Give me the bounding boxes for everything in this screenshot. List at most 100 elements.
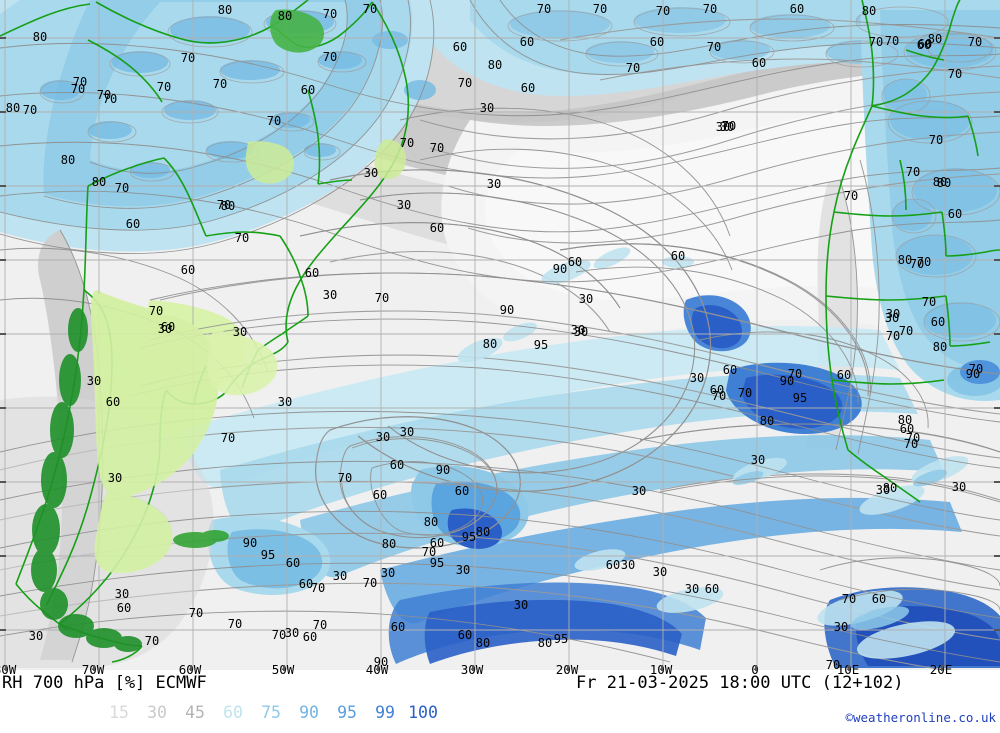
contour-label: 70 [928, 133, 944, 147]
latitude-tick [994, 407, 1000, 409]
contour-label: 80 [936, 176, 952, 190]
contour-label: 70 [947, 67, 963, 81]
legend-value-15[interactable]: 15 [109, 703, 129, 722]
contour-label: 90 [242, 536, 258, 550]
contour-label: 95 [792, 391, 808, 405]
contour-label: 70 [787, 367, 803, 381]
contour-label: 70 [967, 35, 983, 49]
contour-label: 30 [380, 566, 396, 580]
contour-label: 70 [421, 545, 437, 559]
contour-label: 60 [304, 266, 320, 280]
contour-label: 30 [513, 598, 529, 612]
contour-label: 70 [216, 198, 232, 212]
contour-label: 70 [905, 165, 921, 179]
legend-value-30[interactable]: 30 [147, 703, 167, 722]
contour-label: 30 [573, 325, 589, 339]
latitude-tick [0, 629, 6, 631]
contour-label: 70 [536, 2, 552, 16]
legend-value-99[interactable]: 99 [375, 703, 395, 722]
graticule [0, 0, 1000, 670]
contour-label: 80 [482, 337, 498, 351]
contour-label: 70 [70, 82, 86, 96]
contour-label: 70 [968, 362, 984, 376]
contour-label: 70 [457, 76, 473, 90]
contour-label: 30 [332, 569, 348, 583]
contour-label: 60 [567, 255, 583, 269]
contour-label: 70 [898, 324, 914, 338]
contour-label: 60 [751, 56, 767, 70]
longitude-tick [567, 665, 569, 671]
contour-label: 70 [362, 2, 378, 16]
longitude-tick [848, 665, 850, 671]
contour-label: 70 [706, 40, 722, 54]
longitude-tick [5, 665, 7, 671]
latitude-tick [0, 333, 6, 335]
contour-label: 70 [429, 141, 445, 155]
latitude-tick [0, 111, 6, 113]
contour-label: 95 [429, 556, 445, 570]
contour-label: 70 [884, 34, 900, 48]
contour-label: 70 [825, 658, 841, 670]
contour-label: 70 [22, 103, 38, 117]
run-valid-time: Fr 21-03-2025 18:00 UTC (12+102) [576, 673, 904, 693]
contour-label: 30 [157, 322, 173, 336]
contour-label: 80 [897, 253, 913, 267]
contour-label: 70 [312, 618, 328, 632]
longitude-tick [377, 665, 379, 671]
contour-label: 60 [389, 458, 405, 472]
contour-label: 90 [435, 463, 451, 477]
contour-label: 60 [930, 315, 946, 329]
map-graphics [0, 0, 1000, 670]
color-scale-legend[interactable]: 15 30 45 60 75 90 95 99 100 [100, 703, 442, 722]
longitude-tick [472, 665, 474, 671]
longitude-tick [941, 665, 943, 671]
contour-label: 60 [372, 488, 388, 502]
legend-value-60[interactable]: 60 [223, 703, 243, 722]
page-title: RH 700 hPa [%] ECMWF [2, 673, 207, 693]
contour-label: 60 [704, 582, 720, 596]
contour-label: 70 [921, 295, 937, 309]
contour-label: 80 [220, 199, 236, 213]
map-footer: 80W70W60W50W40W30W20W10W010E20E RH 700 h… [0, 662, 1000, 733]
contour-label: 70 [399, 136, 415, 150]
contour-label: 30 [277, 395, 293, 409]
contour-label: 90 [552, 262, 568, 276]
contour-label: 80 [475, 636, 491, 650]
contour-label: 80 [759, 414, 775, 428]
contour-label: 80 [32, 30, 48, 44]
legend-value-75[interactable]: 75 [261, 703, 281, 722]
legend-value-90[interactable]: 90 [299, 703, 319, 722]
contour-label: 70 [227, 617, 243, 631]
latitude-tick [994, 629, 1000, 631]
legend-value-95[interactable]: 95 [337, 703, 357, 722]
contour-label: 60 [429, 221, 445, 235]
contour-label: 70 [721, 119, 737, 133]
map-canvas[interactable]: 80 70 70 80 80 70 70 70 70 70 60 80 80 70 60 60 70 60 70 60… [0, 0, 1000, 670]
legend-value-45[interactable]: 45 [185, 703, 205, 722]
contour-label: 30 [28, 629, 44, 643]
contour-label: 60 [722, 363, 738, 377]
contour-label: 30 [114, 587, 130, 601]
contour-label: 30 [750, 453, 766, 467]
latitude-tick [0, 481, 6, 483]
contour-label: 70 [271, 628, 287, 642]
contour-label: 70 [180, 51, 196, 65]
longitude-tick [755, 665, 757, 671]
contour-label: 70 [322, 50, 338, 64]
contour-label: 80 [60, 153, 76, 167]
legend-value-100[interactable]: 100 [408, 703, 438, 722]
contour-label: 70 [156, 80, 172, 94]
contour-label: 30 [86, 374, 102, 388]
latitude-tick [0, 259, 6, 261]
contour-label: 30 [689, 371, 705, 385]
contour-label: 30 [719, 120, 735, 134]
contour-label: 70 [188, 606, 204, 620]
contour-label: 60 [300, 83, 316, 97]
contour-label: 95 [533, 338, 549, 352]
contour-label: 95 [553, 632, 569, 646]
contour-label: 30 [951, 480, 967, 494]
contour-label: 70 [234, 231, 250, 245]
contour-label: 60 [454, 484, 470, 498]
contour-label: 90 [499, 303, 515, 317]
contour-label: 70 [737, 386, 753, 400]
